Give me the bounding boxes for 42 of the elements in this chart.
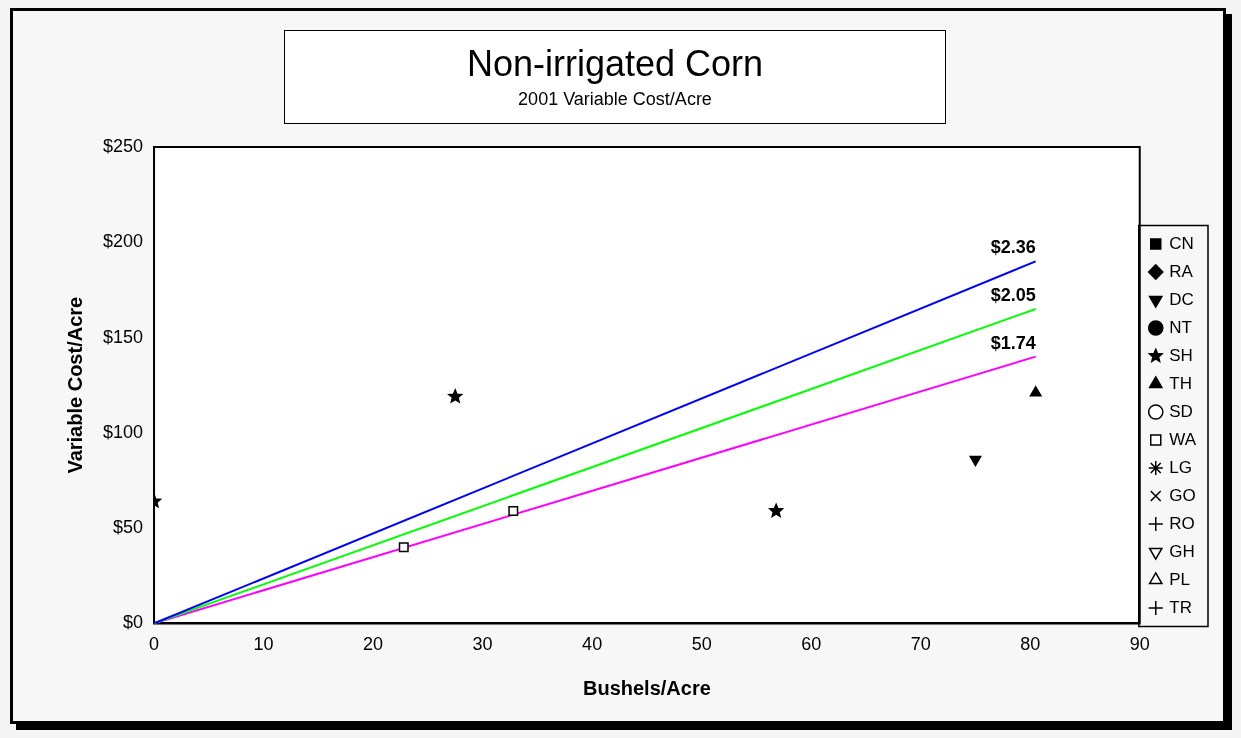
y-tick-label: $100 xyxy=(103,421,144,442)
legend-label: DC xyxy=(1169,289,1194,309)
legend-label: PL xyxy=(1169,569,1191,589)
chart-subtitle: 2001 Variable Cost/Acre xyxy=(517,89,713,110)
series-label: $2.36 xyxy=(990,237,1036,258)
point xyxy=(448,389,463,403)
legend-label: GH xyxy=(1169,541,1195,561)
x-tick-label: 70 xyxy=(910,634,931,655)
point xyxy=(769,503,784,518)
x-tick-label: 50 xyxy=(691,634,712,655)
x-tick-label: 90 xyxy=(1129,634,1150,655)
series-label: $1.74 xyxy=(990,332,1036,353)
legend-label: WA xyxy=(1169,429,1197,449)
x-tick-label: 20 xyxy=(363,634,384,655)
chart-title: Non-irrigated Corn xyxy=(465,43,765,85)
x-tick-label: 10 xyxy=(253,634,274,655)
x-axis-title: Bushels/Acre xyxy=(582,676,711,699)
x-tick-label: 40 xyxy=(582,634,603,655)
y-tick-label: $0 xyxy=(123,612,144,633)
legend-label: TH xyxy=(1169,373,1192,393)
x-tick-label: 80 xyxy=(1020,634,1041,655)
legend-label: SD xyxy=(1169,401,1193,421)
legend-label: SH xyxy=(1169,345,1193,365)
x-tick-label: 60 xyxy=(801,634,822,655)
y-tick-label: $200 xyxy=(103,231,144,252)
legend-label: LG xyxy=(1169,457,1192,477)
x-tick-label: 30 xyxy=(472,634,493,655)
legend-label: GO xyxy=(1169,485,1196,505)
series-label: $2.05 xyxy=(990,284,1036,305)
y-tick-label: $250 xyxy=(103,135,144,156)
legend-label: RO xyxy=(1169,513,1195,533)
y-tick-label: $50 xyxy=(113,517,144,538)
point xyxy=(508,505,519,516)
y-axis-title: Variable Cost/Acre xyxy=(63,296,86,474)
point xyxy=(398,542,409,553)
legend-label: CN xyxy=(1169,233,1194,253)
y-tick-label: $150 xyxy=(103,326,144,347)
point xyxy=(1029,386,1042,397)
legend-label: TR xyxy=(1169,597,1192,617)
legend-label: NT xyxy=(1169,317,1192,337)
x-tick-label: 0 xyxy=(149,634,160,655)
legend-label: RA xyxy=(1169,261,1194,281)
